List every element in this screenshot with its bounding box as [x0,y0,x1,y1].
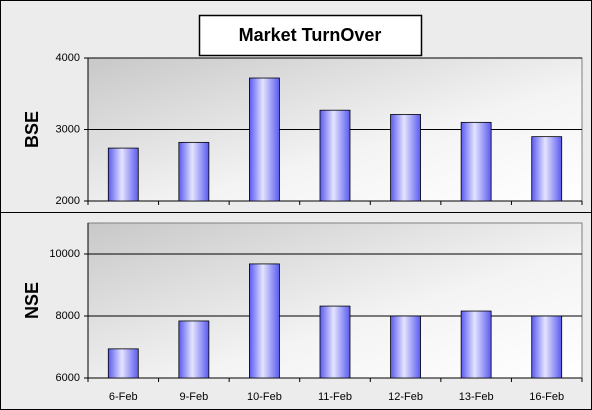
bar [460,121,492,202]
x-tick-label: 13-Feb [459,391,494,403]
bar [319,109,351,202]
bar [460,310,492,379]
bar [531,315,563,379]
y-tick-label: 4000 [56,52,80,64]
bar [178,141,210,202]
bar [390,114,421,202]
title-box [198,14,423,57]
bar [178,320,210,379]
y-tick-label: 10000 [49,248,80,260]
x-tick-label: 9-Feb [179,391,208,403]
x-tick-label: 6-Feb [109,391,138,403]
y-tick-label: 6000 [56,372,80,384]
y-tick-label: 8000 [56,310,80,322]
x-tick-label: 10-Feb [247,391,282,403]
x-tick-label: 11-Feb [318,391,352,403]
bar [107,147,139,202]
y-axis-label: BSE [22,111,42,148]
y-tick-label: 3000 [56,123,80,135]
y-tick-label: 2000 [56,195,80,207]
bar [390,315,421,379]
bar [319,305,351,379]
chart-title: Market TurnOver [239,25,382,45]
y-axis-label: NSE [22,282,42,319]
x-tick-label: 16-Feb [529,391,564,403]
bar [107,348,139,379]
bar [249,263,280,379]
bar [531,136,563,202]
x-tick-label: 12-Feb [388,391,423,403]
bar [249,77,280,202]
